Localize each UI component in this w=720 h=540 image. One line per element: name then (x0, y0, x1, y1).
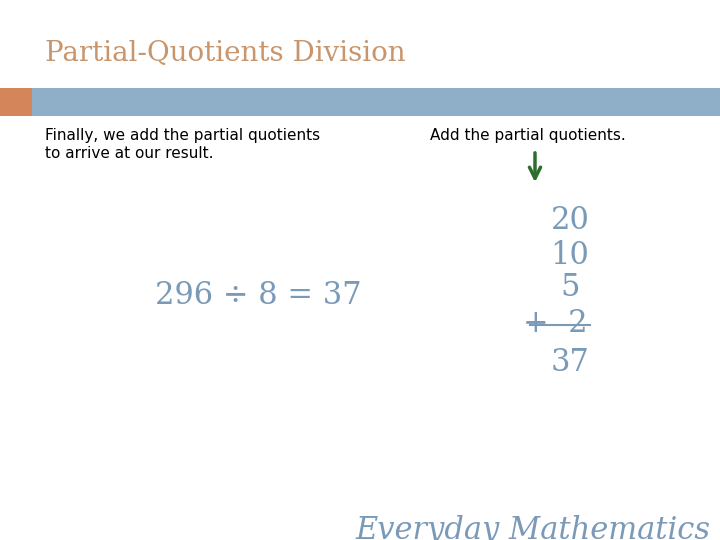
Text: 5: 5 (560, 272, 580, 303)
Text: 20: 20 (551, 205, 590, 236)
Text: Everyday Mathematics: Everyday Mathematics (355, 515, 710, 540)
Bar (32, 88, 720, 116)
Text: 37: 37 (551, 347, 590, 378)
Text: to arrive at our result.: to arrive at our result. (45, 146, 214, 161)
Text: +  2: + 2 (523, 308, 588, 339)
Bar (0, 88, 32, 116)
Text: 296 ÷ 8 = 37: 296 ÷ 8 = 37 (155, 280, 361, 310)
Text: Add the partial quotients.: Add the partial quotients. (430, 128, 626, 143)
Text: Finally, we add the partial quotients: Finally, we add the partial quotients (45, 128, 320, 143)
Text: Partial-Quotients Division: Partial-Quotients Division (45, 40, 405, 67)
Text: 10: 10 (551, 240, 590, 271)
